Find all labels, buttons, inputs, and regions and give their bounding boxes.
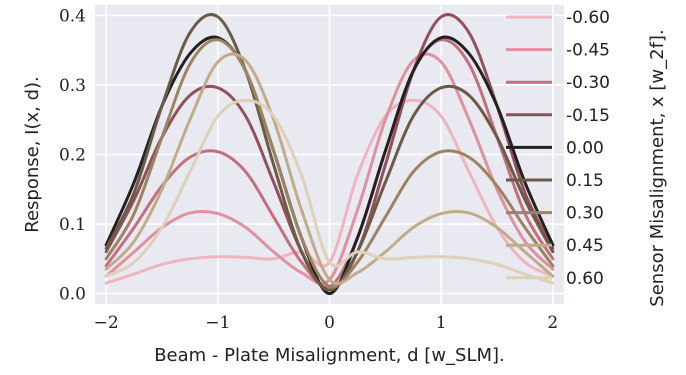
y-tick-label: 0.2 bbox=[59, 146, 86, 166]
legend-entry-label: 0.15 bbox=[566, 171, 604, 191]
series-line-2 bbox=[104, 38, 555, 289]
x-tick-label: 0 bbox=[324, 313, 335, 333]
y-tick-label: 0.1 bbox=[59, 215, 86, 235]
x-tick-label: −2 bbox=[94, 313, 119, 333]
legend-entry-label: 0.45 bbox=[566, 236, 604, 256]
legend-entry-label: -0.30 bbox=[566, 73, 610, 93]
legend-entry-label: -0.45 bbox=[566, 41, 610, 61]
legend-title: Sensor Misalignment, x [w_2f]. bbox=[647, 29, 668, 306]
series-line-8 bbox=[104, 98, 555, 285]
legend-entry-label: -0.60 bbox=[566, 8, 610, 28]
legend-entry-label: -0.15 bbox=[566, 106, 610, 126]
legend-entry-label: 0.60 bbox=[566, 269, 604, 289]
series-line-4 bbox=[104, 35, 555, 296]
series-line-0 bbox=[104, 98, 555, 285]
series-line-7 bbox=[104, 52, 555, 286]
y-tick-label: 0.0 bbox=[59, 285, 86, 305]
series-line-5 bbox=[104, 13, 555, 292]
x-tick-labels: −2 −1 0 1 2 bbox=[94, 313, 559, 333]
legend: -0.60 -0.45 -0.30 -0.15 0.00 0.15 0.30 0.45 0.60 bbox=[506, 8, 610, 289]
y-tick-label: 0.3 bbox=[59, 76, 86, 96]
y-tick-labels: 0.0 0.1 0.2 0.3 0.4 bbox=[59, 6, 86, 304]
series-line-1 bbox=[104, 52, 555, 286]
legend-entry-label: 0.30 bbox=[566, 204, 604, 224]
x-tick-label: −1 bbox=[205, 313, 230, 333]
x-axis-label: Beam - Plate Misalignment, d [w_SLM]. bbox=[154, 345, 505, 366]
y-axis-label: Response, I(x, d). bbox=[22, 76, 43, 233]
y-tick-label: 0.4 bbox=[59, 6, 86, 26]
series-lines bbox=[104, 13, 555, 296]
x-tick-label: 2 bbox=[547, 313, 558, 333]
x-tick-label: 1 bbox=[436, 313, 447, 333]
series-line-6 bbox=[104, 38, 555, 289]
legend-entry-label: 0.00 bbox=[566, 138, 604, 158]
